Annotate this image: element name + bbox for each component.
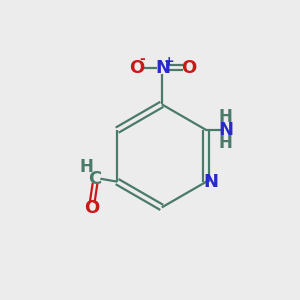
Text: N: N: [218, 121, 233, 139]
Text: O: O: [129, 58, 144, 76]
Text: H: H: [219, 134, 232, 152]
Text: C: C: [88, 170, 102, 188]
Text: O: O: [85, 199, 100, 217]
Text: H: H: [219, 108, 232, 126]
Text: O: O: [181, 58, 196, 76]
Text: N: N: [203, 173, 218, 191]
Text: N: N: [156, 59, 171, 77]
Text: H: H: [79, 158, 93, 176]
Text: -: -: [139, 52, 145, 66]
Text: +: +: [164, 55, 175, 68]
